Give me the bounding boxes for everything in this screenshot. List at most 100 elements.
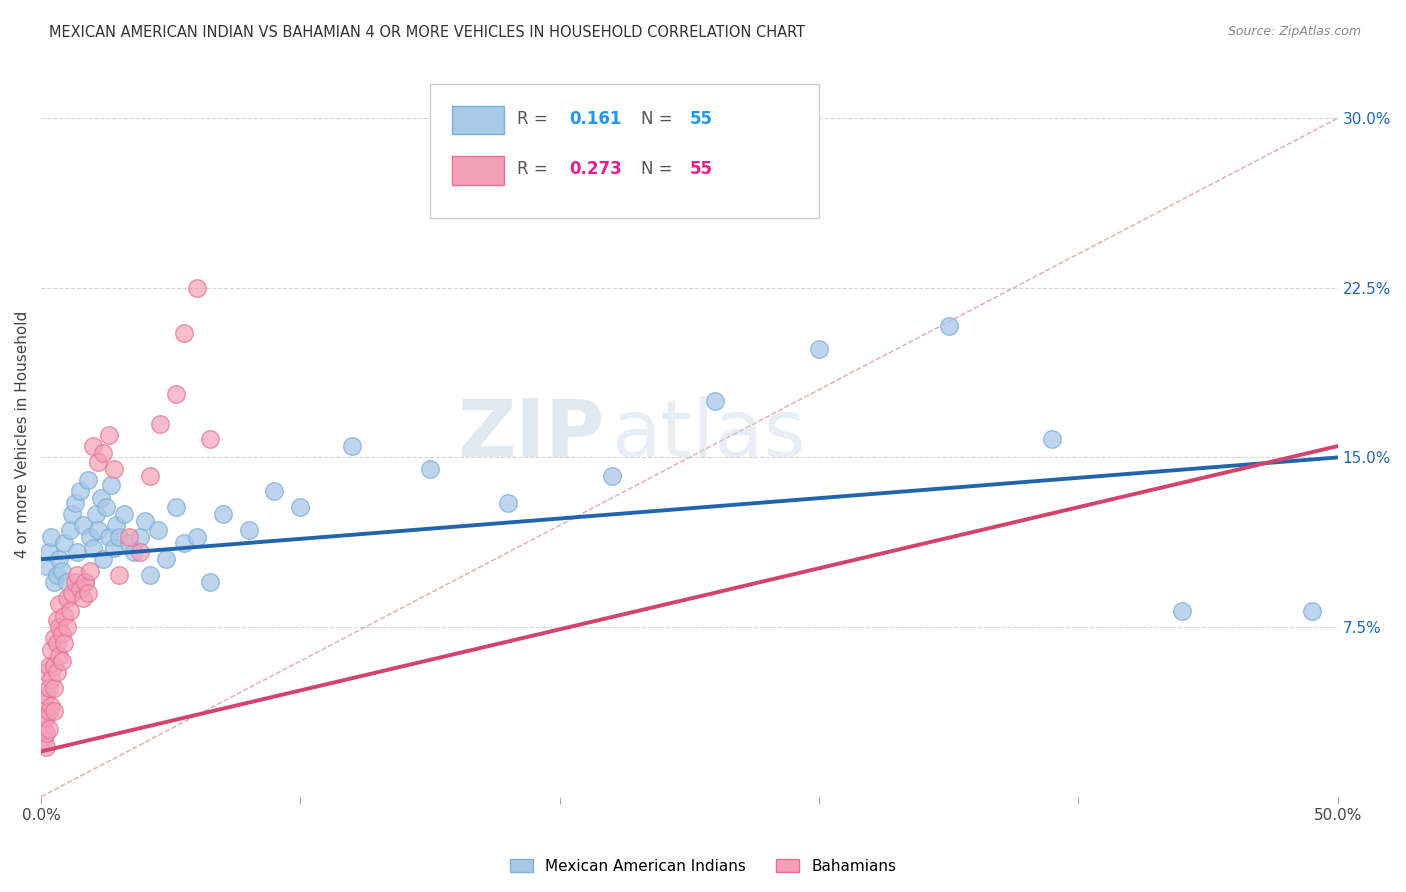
Point bbox=[82, 439, 104, 453]
Point bbox=[60, 586, 83, 600]
Point bbox=[45, 636, 67, 650]
Point bbox=[41, 699, 63, 714]
Point bbox=[41, 530, 63, 544]
Point bbox=[90, 491, 112, 505]
Point bbox=[103, 541, 125, 555]
Point bbox=[59, 604, 82, 618]
Point bbox=[93, 552, 115, 566]
Point bbox=[42, 681, 65, 695]
Point bbox=[105, 518, 128, 533]
Point bbox=[42, 574, 65, 589]
Point bbox=[32, 710, 55, 724]
Point bbox=[173, 326, 195, 340]
Point bbox=[35, 739, 58, 754]
Text: atlas: atlas bbox=[612, 396, 806, 474]
Point bbox=[48, 598, 70, 612]
Point bbox=[69, 484, 91, 499]
Point bbox=[53, 636, 76, 650]
Text: R =: R = bbox=[517, 110, 553, 128]
FancyBboxPatch shape bbox=[453, 105, 503, 135]
Point bbox=[38, 545, 60, 559]
Point bbox=[38, 722, 60, 736]
Point bbox=[211, 507, 233, 521]
Point bbox=[118, 530, 141, 544]
Point bbox=[35, 559, 58, 574]
Point bbox=[45, 568, 67, 582]
Point bbox=[42, 704, 65, 718]
Point bbox=[75, 574, 97, 589]
Legend: Mexican American Indians, Bahamians: Mexican American Indians, Bahamians bbox=[503, 853, 903, 880]
Point bbox=[59, 523, 82, 537]
Point bbox=[118, 536, 141, 550]
Text: N =: N = bbox=[641, 110, 678, 128]
Point bbox=[41, 672, 63, 686]
Point bbox=[72, 518, 94, 533]
Text: 0.161: 0.161 bbox=[569, 110, 621, 128]
Point bbox=[53, 536, 76, 550]
Point bbox=[704, 393, 727, 408]
Point bbox=[290, 500, 312, 515]
Point bbox=[35, 710, 58, 724]
Point bbox=[155, 552, 177, 566]
Point bbox=[51, 627, 73, 641]
Point bbox=[146, 523, 169, 537]
Point bbox=[32, 695, 55, 709]
Text: ZIP: ZIP bbox=[458, 396, 605, 474]
Point bbox=[938, 319, 960, 334]
Point bbox=[600, 468, 623, 483]
Point bbox=[94, 500, 117, 515]
FancyBboxPatch shape bbox=[430, 84, 820, 218]
Point bbox=[38, 658, 60, 673]
Point bbox=[139, 468, 162, 483]
Point bbox=[808, 342, 831, 356]
Y-axis label: 4 or more Vehicles in Household: 4 or more Vehicles in Household bbox=[15, 311, 30, 558]
Point bbox=[35, 688, 58, 702]
Point bbox=[1042, 433, 1064, 447]
Point bbox=[97, 427, 120, 442]
Point bbox=[87, 455, 110, 469]
Point bbox=[419, 462, 441, 476]
Point bbox=[108, 568, 131, 582]
Point bbox=[82, 541, 104, 555]
Point bbox=[66, 545, 89, 559]
Point bbox=[38, 681, 60, 695]
Point bbox=[186, 281, 208, 295]
Point bbox=[56, 620, 79, 634]
Point bbox=[186, 530, 208, 544]
Point bbox=[79, 564, 101, 578]
Point bbox=[32, 733, 55, 747]
Point bbox=[103, 462, 125, 476]
Text: N =: N = bbox=[641, 161, 678, 178]
Point bbox=[84, 507, 107, 521]
Point bbox=[108, 530, 131, 544]
Point bbox=[38, 704, 60, 718]
Point bbox=[342, 439, 364, 453]
Point bbox=[42, 658, 65, 673]
Point bbox=[72, 591, 94, 605]
Text: R =: R = bbox=[517, 161, 553, 178]
Point bbox=[60, 507, 83, 521]
Text: 55: 55 bbox=[689, 110, 713, 128]
Point bbox=[32, 722, 55, 736]
Point bbox=[100, 477, 122, 491]
Point bbox=[53, 608, 76, 623]
Point bbox=[63, 496, 86, 510]
Point bbox=[149, 417, 172, 431]
Point bbox=[48, 620, 70, 634]
Point bbox=[128, 545, 150, 559]
Point bbox=[198, 574, 221, 589]
Point bbox=[51, 654, 73, 668]
Point bbox=[124, 545, 146, 559]
Text: MEXICAN AMERICAN INDIAN VS BAHAMIAN 4 OR MORE VEHICLES IN HOUSEHOLD CORRELATION : MEXICAN AMERICAN INDIAN VS BAHAMIAN 4 OR… bbox=[49, 25, 806, 40]
Text: Source: ZipAtlas.com: Source: ZipAtlas.com bbox=[1227, 25, 1361, 38]
Point bbox=[87, 523, 110, 537]
Point bbox=[48, 649, 70, 664]
Point bbox=[128, 530, 150, 544]
Point bbox=[112, 507, 135, 521]
Point bbox=[165, 387, 187, 401]
Point bbox=[75, 574, 97, 589]
Point bbox=[56, 591, 79, 605]
Point bbox=[139, 568, 162, 582]
Point bbox=[51, 564, 73, 578]
Point bbox=[93, 446, 115, 460]
